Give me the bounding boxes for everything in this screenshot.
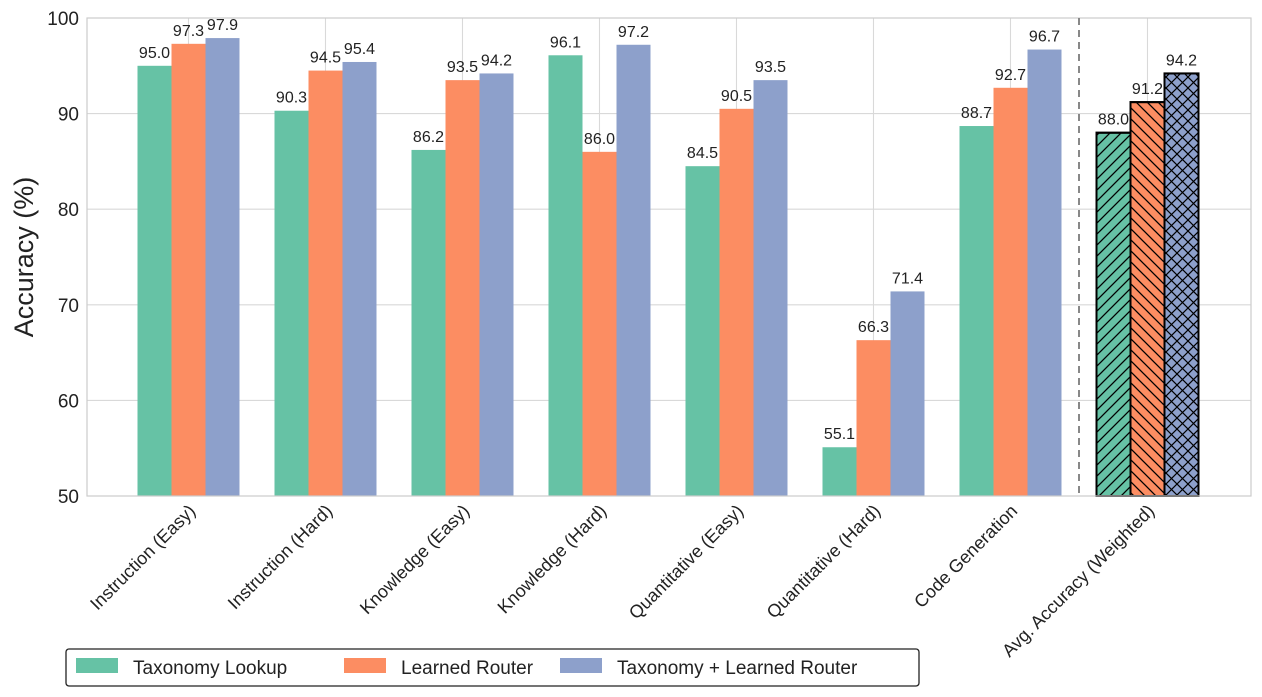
data-label: 97.3	[173, 23, 204, 40]
bar	[445, 80, 480, 496]
data-label: 90.5	[721, 88, 752, 105]
bar	[342, 61, 377, 496]
bar	[411, 149, 446, 497]
data-label: 92.7	[995, 67, 1026, 84]
bar	[1027, 49, 1062, 496]
bar	[274, 110, 309, 497]
bar	[137, 65, 172, 497]
bar	[856, 340, 891, 496]
legend: Taxonomy Lookup Learned Router Taxonomy + …	[65, 648, 920, 687]
bar	[719, 108, 754, 496]
data-label: 96.7	[1029, 29, 1060, 46]
y-tick-label: 50	[58, 487, 79, 508]
bar	[822, 447, 857, 496]
gridlines	[87, 17, 1251, 497]
y-axis-label: Accuracy (%)	[9, 177, 39, 338]
data-label: 97.9	[207, 17, 238, 34]
data-label: 86.0	[584, 131, 615, 148]
y-tick-label: 100	[47, 9, 79, 30]
data-label: 88.0	[1098, 112, 1129, 129]
bar	[753, 80, 788, 496]
data-label: 93.5	[447, 59, 478, 76]
bar	[548, 55, 583, 497]
data-label: 71.4	[892, 270, 923, 287]
bar-hatch	[1163, 72, 1200, 497]
legend-swatch	[76, 658, 118, 673]
legend-label: Taxonomy + Learned Router	[617, 658, 858, 679]
data-label: 91.2	[1132, 81, 1163, 98]
x-tick-label: Instruction (Hard)	[224, 501, 336, 613]
x-tick-label: Instruction (Easy)	[86, 501, 199, 614]
bar	[308, 70, 343, 496]
x-tick-label: Knowledge (Easy)	[356, 501, 473, 618]
x-tick-label: Quantitative (Hard)	[763, 501, 885, 623]
x-tick-label: Code Generation	[910, 501, 1021, 612]
bar	[205, 38, 240, 497]
data-label: 96.1	[550, 34, 581, 51]
data-label: 90.3	[276, 90, 307, 107]
x-tick-label: Avg. Accuracy (Weighted)	[998, 501, 1158, 661]
data-label: 86.2	[413, 129, 444, 146]
bars: 95.0 90.3 86.2 96.1 84.5 55.1 88.7 88.0 97.3 94.5…	[137, 17, 1200, 498]
legend-swatch	[560, 658, 602, 673]
x-tick-label: Quantitative (Easy)	[625, 501, 747, 623]
legend-frame	[65, 648, 920, 687]
data-label: 94.2	[481, 52, 512, 69]
bar	[959, 126, 994, 496]
data-label: 84.5	[687, 145, 718, 162]
plot-frame	[86, 17, 1252, 497]
y-tick-label: 70	[58, 296, 79, 317]
bar-hatch	[1095, 131, 1132, 497]
bar	[993, 87, 1028, 497]
bar	[479, 73, 514, 496]
data-label: 94.5	[310, 50, 341, 67]
legend-swatch	[344, 658, 386, 673]
data-label: 94.2	[1166, 52, 1197, 69]
y-tick-label: 60	[58, 391, 79, 412]
legend-label: Learned Router	[401, 658, 534, 679]
data-label: 88.7	[961, 105, 992, 122]
bar	[616, 44, 651, 496]
data-label: 95.0	[139, 45, 170, 62]
legend-label: Taxonomy Lookup	[133, 658, 287, 679]
bar	[582, 151, 617, 496]
bar	[685, 166, 720, 496]
y-tick-label: 90	[58, 105, 79, 126]
bar	[890, 291, 925, 496]
data-label: 55.1	[824, 426, 855, 443]
bar-hatch	[1129, 101, 1166, 498]
x-tick-label: Knowledge (Hard)	[494, 501, 611, 618]
data-label: 66.3	[858, 319, 889, 336]
bar	[171, 43, 206, 496]
data-label: 95.4	[344, 41, 375, 58]
y-tick-label: 80	[58, 200, 79, 221]
data-label: 97.2	[618, 24, 649, 41]
data-label: 93.5	[755, 59, 786, 76]
